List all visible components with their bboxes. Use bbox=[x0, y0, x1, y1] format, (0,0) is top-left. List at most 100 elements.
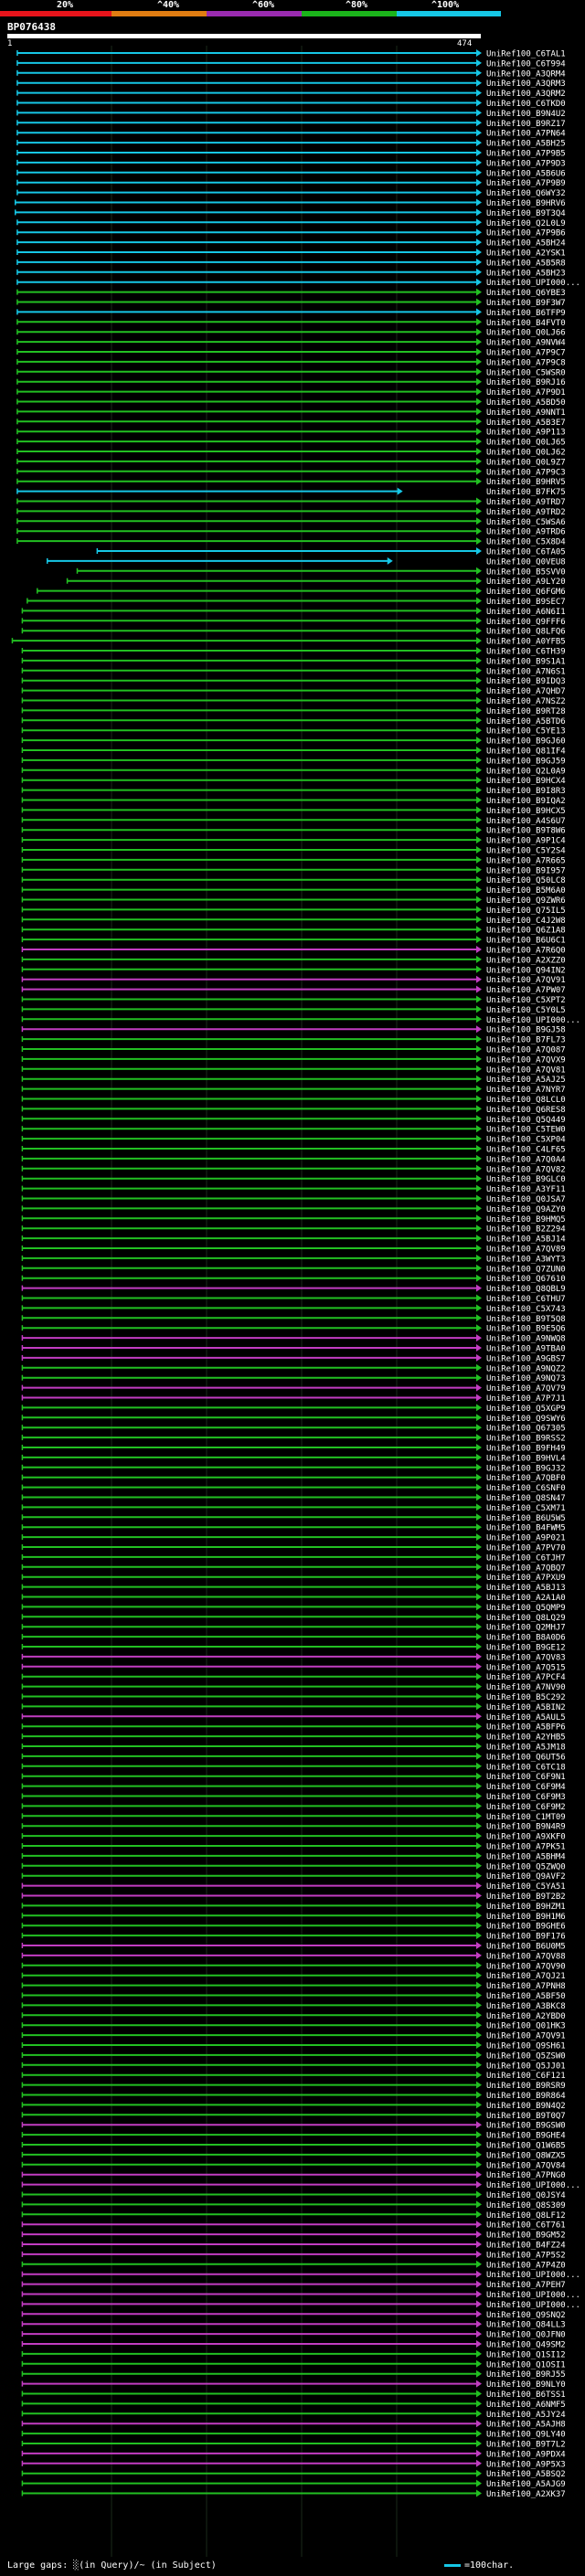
hit-label[interactable]: UniRef100_B9T8W6 bbox=[486, 827, 566, 836]
hit-row[interactable]: UniRef100_B9HMQ5 bbox=[21, 1214, 566, 1224]
hit-row[interactable]: UniRef100_A7NSZ2 bbox=[21, 696, 566, 707]
hit-row[interactable]: UniRef100_B9RSS2 bbox=[21, 1434, 566, 1444]
hit-label[interactable]: UniRef100_Q8LF12 bbox=[486, 2211, 566, 2221]
hit-label[interactable]: UniRef100_B6U5W5 bbox=[486, 1514, 566, 1523]
hit-row[interactable]: UniRef100_A9NVW4 bbox=[16, 338, 566, 348]
hit-label[interactable]: UniRef100_B9R864 bbox=[486, 2092, 566, 2101]
hit-label[interactable]: UniRef100_A3QRM3 bbox=[486, 80, 566, 89]
hit-row[interactable]: UniRef100_A5JY24 bbox=[21, 2410, 566, 2420]
hit-label[interactable]: UniRef100_B6U6C1 bbox=[486, 937, 566, 946]
hit-row[interactable]: UniRef100_Q6Z1A8 bbox=[21, 926, 566, 936]
hit-label[interactable]: UniRef100_B9F176 bbox=[486, 1933, 566, 1942]
hit-label[interactable]: UniRef100_A9NVW4 bbox=[486, 339, 566, 348]
hit-label[interactable]: UniRef100_B9HCX5 bbox=[486, 807, 566, 816]
hit-row[interactable]: UniRef100_B9F3W7 bbox=[16, 298, 566, 309]
hit-row[interactable]: UniRef100_B9S1A1 bbox=[21, 656, 566, 667]
hit-row[interactable]: UniRef100_A3WYT3 bbox=[21, 1254, 566, 1265]
hit-row[interactable]: UniRef100_A5BJ13 bbox=[21, 1583, 566, 1594]
hit-label[interactable]: UniRef100_A7QV84 bbox=[486, 2161, 566, 2170]
hit-label[interactable]: UniRef100_C6SNF0 bbox=[486, 1484, 566, 1493]
hit-row[interactable]: UniRef100_Q75IL5 bbox=[21, 906, 566, 916]
hit-row[interactable]: UniRef100_A9P021 bbox=[21, 1533, 566, 1543]
hit-row[interactable]: UniRef100_A7P9C8 bbox=[16, 357, 566, 368]
hit-row[interactable]: UniRef100_Q6FGM6 bbox=[37, 587, 566, 598]
hit-label[interactable]: UniRef100_A9TRD2 bbox=[486, 508, 566, 517]
hit-row[interactable]: UniRef100_A7PNH8 bbox=[21, 1981, 566, 1992]
hit-row[interactable]: UniRef100_A7R6Q0 bbox=[21, 946, 566, 956]
hit-row[interactable]: UniRef100_B9HVL4 bbox=[21, 1453, 566, 1464]
hit-row[interactable]: UniRef100_B6U5W5 bbox=[21, 1513, 566, 1523]
hit-row[interactable]: UniRef100_B9E5Q6 bbox=[21, 1324, 566, 1334]
hit-row[interactable]: UniRef100_B7FL73 bbox=[21, 1035, 566, 1045]
hit-label[interactable]: UniRef100_A9P021 bbox=[486, 1534, 566, 1543]
hit-label[interactable]: UniRef100_C5YA51 bbox=[486, 1882, 566, 1892]
hit-label[interactable]: UniRef100_A7P9B6 bbox=[486, 229, 566, 239]
hit-row[interactable]: UniRef100_B9N4Q2 bbox=[21, 2101, 566, 2111]
hit-label[interactable]: UniRef100_A7NV90 bbox=[486, 1683, 566, 1692]
hit-label[interactable]: UniRef100_A9P5X3 bbox=[486, 2460, 566, 2469]
hit-label[interactable]: UniRef100_A5B6U6 bbox=[486, 169, 566, 178]
hit-label[interactable]: UniRef100_A9PDX4 bbox=[486, 2450, 566, 2459]
hit-row[interactable]: UniRef100_UPI000... bbox=[21, 2300, 580, 2310]
hit-label[interactable]: UniRef100_C6TH39 bbox=[486, 648, 566, 657]
hit-row[interactable]: UniRef100_A7QV91 bbox=[21, 2031, 566, 2041]
hit-label[interactable]: UniRef100_Q5ZSW0 bbox=[486, 2051, 566, 2061]
hit-row[interactable]: UniRef100_A5AUL5 bbox=[21, 1712, 566, 1723]
hit-row[interactable]: UniRef100_Q8SN47 bbox=[21, 1493, 566, 1504]
hit-row[interactable]: UniRef100_A5BD50 bbox=[16, 398, 566, 408]
hit-row[interactable]: UniRef100_Q9LY40 bbox=[21, 2430, 566, 2440]
hit-row[interactable]: UniRef100_Q0L9Z7 bbox=[16, 457, 566, 468]
hit-row[interactable]: UniRef100_A9NQ73 bbox=[21, 1373, 566, 1384]
hit-label[interactable]: UniRef100_A2XZZ0 bbox=[486, 956, 566, 965]
hit-label[interactable]: UniRef100_A5JM18 bbox=[486, 1744, 566, 1753]
hit-label[interactable]: UniRef100_A5BIN2 bbox=[486, 1703, 566, 1712]
hit-label[interactable]: UniRef100_B9GM52 bbox=[486, 2231, 566, 2241]
hit-row[interactable]: UniRef100_A3QRM4 bbox=[16, 69, 566, 80]
hit-label[interactable]: UniRef100_Q67610 bbox=[486, 1275, 566, 1284]
hit-label[interactable]: UniRef100_C5X743 bbox=[486, 1305, 566, 1314]
hit-row[interactable]: UniRef100_C5Y0L5 bbox=[21, 1005, 566, 1015]
hit-row[interactable]: UniRef100_A5BFP6 bbox=[21, 1723, 566, 1733]
hit-row[interactable]: UniRef100_B9I957 bbox=[21, 865, 566, 876]
hit-label[interactable]: UniRef100_Q9FFF6 bbox=[486, 618, 566, 627]
hit-label[interactable]: UniRef100_A7P5S2 bbox=[486, 2251, 566, 2260]
hit-row[interactable]: UniRef100_A7QV90 bbox=[21, 1961, 566, 1972]
hit-row[interactable]: UniRef100_C1MT09 bbox=[21, 1812, 566, 1822]
hit-row[interactable]: UniRef100_Q8QBL9 bbox=[21, 1284, 566, 1295]
hit-label[interactable]: UniRef100_A3QRM4 bbox=[486, 69, 566, 79]
hit-label[interactable]: UniRef100_C5WSR0 bbox=[486, 368, 566, 377]
hit-row[interactable]: UniRef100_A3QRM2 bbox=[16, 89, 566, 100]
hit-label[interactable]: UniRef100_Q67305 bbox=[486, 1425, 566, 1434]
hit-label[interactable]: UniRef100_B9HVL4 bbox=[486, 1454, 566, 1463]
hit-row[interactable]: UniRef100_A7P5S2 bbox=[21, 2250, 566, 2261]
hit-row[interactable]: UniRef100_C6F9M3 bbox=[21, 1792, 566, 1803]
hit-row[interactable]: UniRef100_B9R864 bbox=[21, 2091, 566, 2102]
hit-row[interactable]: UniRef100_B9HZM1 bbox=[21, 1902, 566, 1912]
hit-row[interactable]: UniRef100_B9HCX4 bbox=[21, 776, 566, 787]
hit-row[interactable]: UniRef100_A5BSQ2 bbox=[21, 2469, 566, 2480]
hit-label[interactable]: UniRef100_A7R665 bbox=[486, 856, 566, 865]
hit-label[interactable]: UniRef100_A9TRD7 bbox=[486, 498, 566, 507]
hit-label[interactable]: UniRef100_B9GLC0 bbox=[486, 1175, 566, 1184]
hit-label[interactable]: UniRef100_A7P9D3 bbox=[486, 159, 566, 168]
hit-row[interactable]: UniRef100_A7P9D1 bbox=[16, 387, 566, 398]
hit-row[interactable]: UniRef100_B5C292 bbox=[21, 1692, 566, 1703]
hit-label[interactable]: UniRef100_Q9SWY6 bbox=[486, 1415, 566, 1424]
hit-label[interactable]: UniRef100_A5AJG9 bbox=[486, 2480, 566, 2489]
hit-row[interactable]: UniRef100_Q67610 bbox=[21, 1274, 566, 1285]
hit-label[interactable]: UniRef100_B9I957 bbox=[486, 866, 566, 875]
hit-label[interactable]: UniRef100_Q1OSI1 bbox=[486, 2360, 566, 2369]
hit-row[interactable]: UniRef100_B9T3Q4 bbox=[14, 208, 566, 218]
hit-row[interactable]: UniRef100_A5BHM4 bbox=[21, 1851, 566, 1862]
hit-label[interactable]: UniRef100_Q6YBE3 bbox=[486, 289, 566, 298]
hit-row[interactable]: UniRef100_A5BTD6 bbox=[21, 716, 566, 726]
hit-row[interactable]: UniRef100_A2XK37 bbox=[21, 2489, 566, 2500]
hit-label[interactable]: UniRef100_B9T5Q8 bbox=[486, 1315, 566, 1324]
hit-label[interactable]: UniRef100_A7QV91 bbox=[486, 2032, 566, 2041]
hit-row[interactable]: UniRef100_A5BF50 bbox=[21, 1991, 566, 2002]
hit-label[interactable]: UniRef100_Q6WY32 bbox=[486, 189, 566, 198]
hit-row[interactable]: UniRef100_A5B3E7 bbox=[16, 418, 566, 428]
hit-row[interactable]: UniRef100_A9TRD7 bbox=[16, 497, 566, 508]
hit-label[interactable]: UniRef100_A7QV89 bbox=[486, 1246, 566, 1255]
hit-label[interactable]: UniRef100_C6TAL1 bbox=[486, 50, 566, 59]
